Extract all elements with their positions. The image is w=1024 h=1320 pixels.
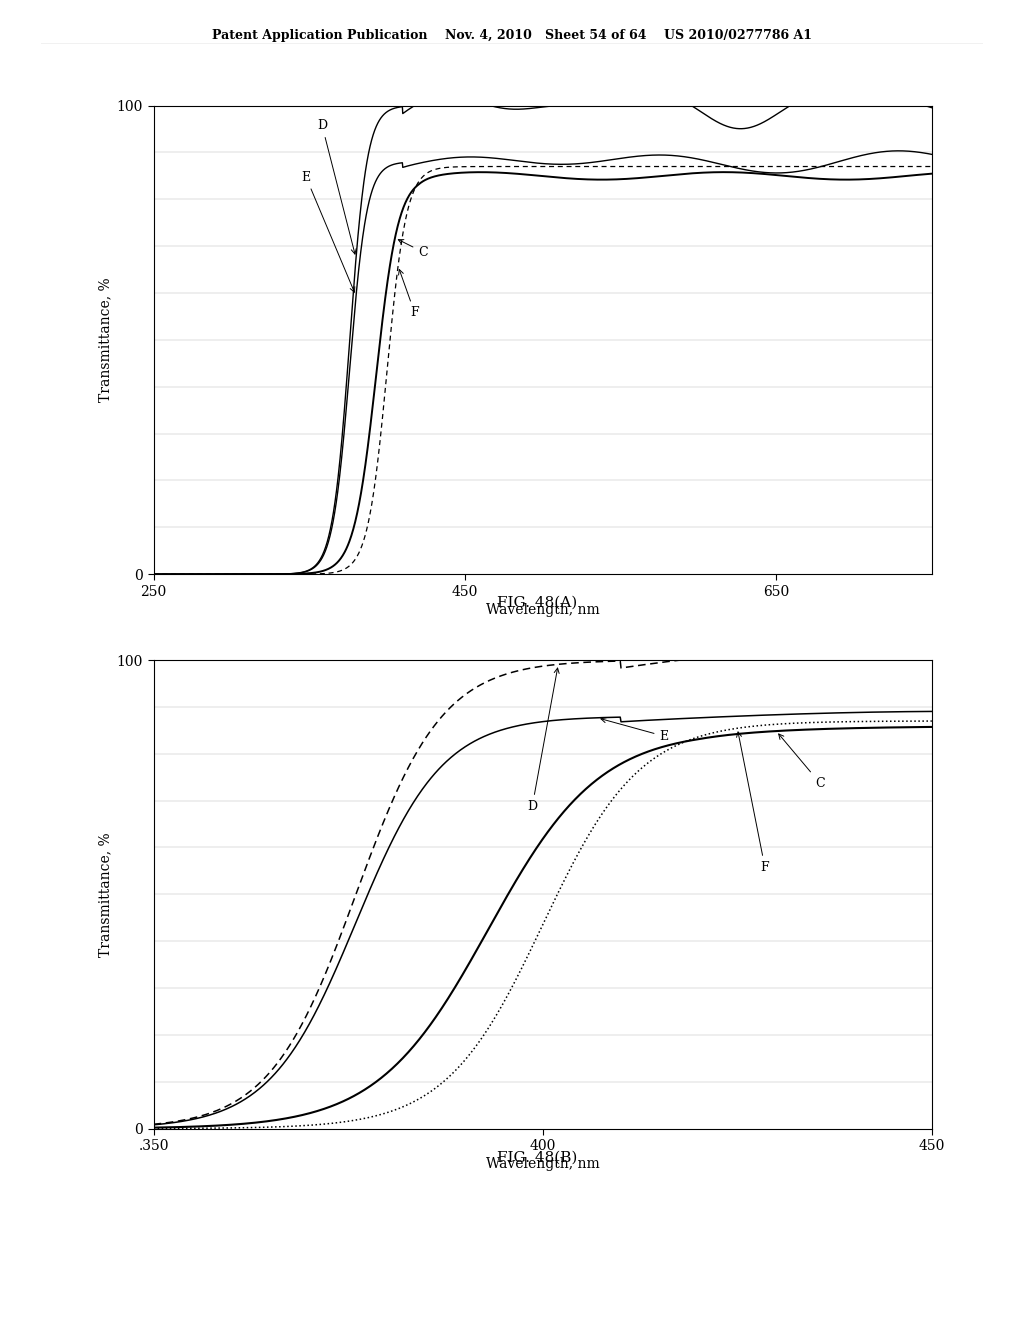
X-axis label: Wavelength, nm: Wavelength, nm bbox=[485, 1158, 600, 1171]
Text: E: E bbox=[601, 718, 669, 743]
Text: C: C bbox=[398, 240, 428, 259]
Y-axis label: Transmittance, %: Transmittance, % bbox=[98, 832, 113, 957]
Text: FIG. 48(B): FIG. 48(B) bbox=[498, 1151, 578, 1166]
X-axis label: Wavelength, nm: Wavelength, nm bbox=[485, 603, 600, 616]
Text: FIG. 48(A): FIG. 48(A) bbox=[498, 595, 578, 610]
Text: F: F bbox=[398, 269, 419, 319]
Text: D: D bbox=[317, 119, 356, 253]
Y-axis label: Transmittance, %: Transmittance, % bbox=[98, 277, 113, 403]
Text: F: F bbox=[736, 733, 769, 874]
Text: E: E bbox=[301, 170, 354, 292]
Text: Patent Application Publication    Nov. 4, 2010   Sheet 54 of 64    US 2010/02777: Patent Application Publication Nov. 4, 2… bbox=[212, 29, 812, 42]
Text: C: C bbox=[778, 734, 824, 789]
Text: D: D bbox=[527, 668, 559, 813]
